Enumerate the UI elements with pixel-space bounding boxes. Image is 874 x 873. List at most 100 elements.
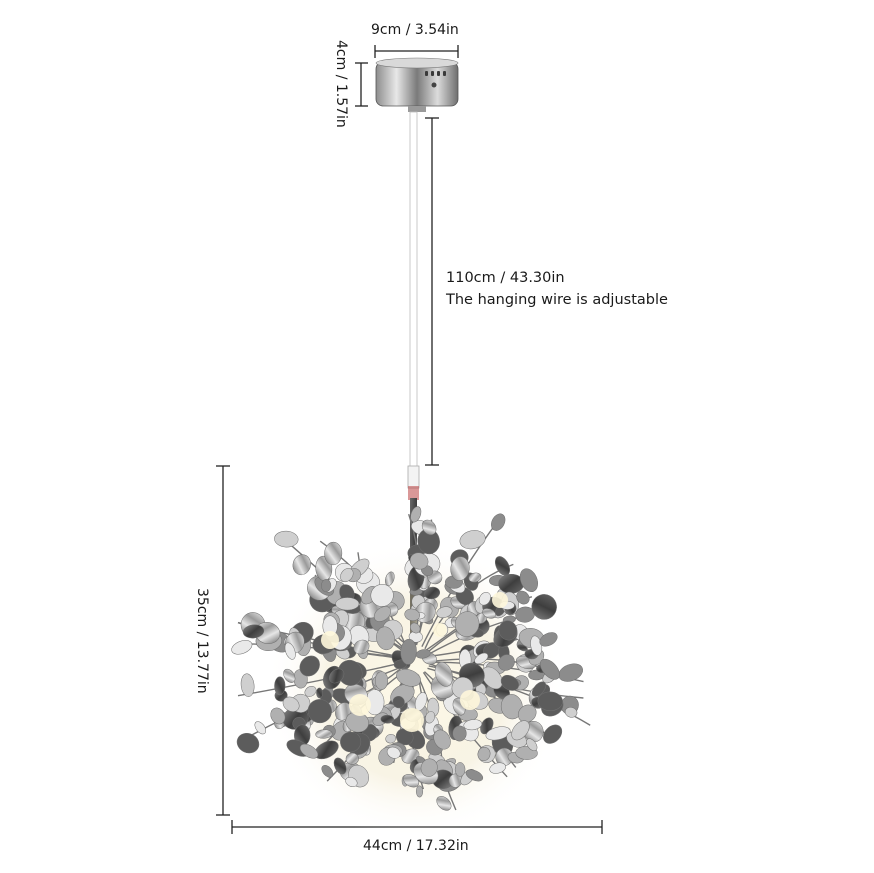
chrome-petal [482, 608, 496, 619]
chrome-petal [539, 632, 558, 647]
chrome-petal [465, 769, 484, 782]
chrome-petal [284, 642, 296, 660]
chrome-petal [425, 711, 436, 724]
chrome-petal [433, 729, 451, 750]
chrome-petal [463, 719, 483, 731]
canopy-height-label: 4cm / 1.57in [333, 40, 349, 128]
wire-adjustable-note: The hanging wire is adjustable [446, 292, 668, 308]
chrome-petal [373, 606, 392, 622]
chrome-petal [526, 738, 538, 751]
chrome-petal [436, 606, 453, 619]
chrome-petal [516, 590, 530, 605]
chrome-petal [353, 639, 370, 655]
chrome-petal [434, 661, 453, 687]
chrome-petal [415, 785, 424, 798]
chrome-petal [282, 696, 300, 712]
chrome-petal [335, 597, 360, 611]
chrome-petal [292, 554, 311, 576]
chrome-petal [340, 731, 362, 753]
chrome-petal [299, 655, 320, 677]
canopy-width-dimension-line [374, 45, 459, 58]
chrome-petal [231, 640, 253, 655]
chrome-petal [236, 732, 260, 754]
chrome-petal [459, 530, 486, 550]
chrome-petal [485, 726, 511, 741]
chrome-petal [409, 552, 429, 570]
chrome-petal [396, 668, 421, 687]
fixture-height-label: 35cm / 13.77in [194, 588, 210, 694]
chrome-petal [316, 687, 323, 699]
fixture-width-label: 44cm / 17.32in [363, 838, 469, 854]
chrome-petal [321, 765, 334, 778]
chrome-petal [500, 694, 523, 720]
chrome-petal [254, 721, 267, 735]
wire-length-label: 110cm / 43.30in [446, 270, 565, 286]
chrome-petal [321, 579, 332, 593]
chrome-petal [537, 691, 563, 711]
chrome-petal [454, 611, 480, 637]
chrome-petal [543, 724, 563, 744]
chrome-petal [270, 707, 286, 725]
chrome-petal [491, 513, 506, 531]
chrome-petal [415, 649, 431, 659]
chrome-petal [345, 752, 359, 765]
canopy-height-dimension-line [355, 62, 368, 107]
chrome-petal [392, 695, 405, 709]
chrome-petal [474, 652, 489, 665]
chrome-petal [454, 762, 466, 777]
chrome-petal [403, 774, 420, 788]
canopy-width-label: 9cm / 3.54in [371, 22, 459, 38]
chrome-petal [274, 530, 299, 548]
chrome-petal [478, 592, 491, 606]
chrome-petal [328, 668, 345, 684]
chrome-petal [242, 624, 265, 639]
chrome-petal [333, 757, 347, 775]
chrome-petal [386, 746, 401, 759]
chrome-petal [421, 519, 437, 536]
chrome-petal [498, 620, 518, 641]
chrome-petal [489, 762, 506, 774]
chrome-petal [468, 572, 482, 583]
chrome-petal [424, 586, 441, 600]
chrome-petal [404, 608, 420, 621]
chrome-petal [497, 654, 515, 671]
fixture-height-dimension-line [216, 465, 230, 816]
chrome-petal [450, 556, 470, 581]
chrome-petal [307, 699, 332, 724]
chrome-petal [519, 568, 538, 593]
wire-length-dimension-line [425, 117, 439, 466]
chrome-petal [345, 777, 358, 787]
chrome-petal [304, 685, 317, 697]
chrome-petal [370, 584, 394, 607]
chandelier-body [231, 506, 591, 840]
chrome-petal [380, 714, 395, 724]
chrome-petal [240, 673, 255, 697]
ceiling-canopy [375, 57, 459, 112]
chrome-petal [274, 676, 286, 696]
chrome-petal [385, 734, 397, 744]
chrome-petal [283, 668, 296, 683]
chrome-petal [324, 541, 343, 566]
chrome-petal [410, 506, 422, 523]
chrome-petal [531, 681, 547, 697]
chrome-petal [374, 671, 389, 690]
chrome-petal [452, 725, 467, 742]
chrome-petal [400, 638, 417, 665]
chrome-petal [436, 796, 452, 811]
chrome-petal [564, 706, 578, 718]
chrome-petal [340, 568, 354, 583]
chrome-petal [500, 675, 519, 691]
light-bulbs [321, 592, 508, 732]
chrome-petal [511, 720, 530, 741]
chrome-petal [531, 594, 557, 620]
chrome-petal [477, 746, 491, 762]
chrome-petal [410, 622, 421, 634]
chrome-petal [376, 626, 395, 651]
chrome-petal [481, 666, 503, 690]
chrome-petal [420, 758, 438, 777]
chrome-petal [540, 658, 560, 680]
chrome-petal [299, 743, 319, 759]
chrome-petal [517, 644, 528, 652]
branch-wire [237, 662, 401, 697]
